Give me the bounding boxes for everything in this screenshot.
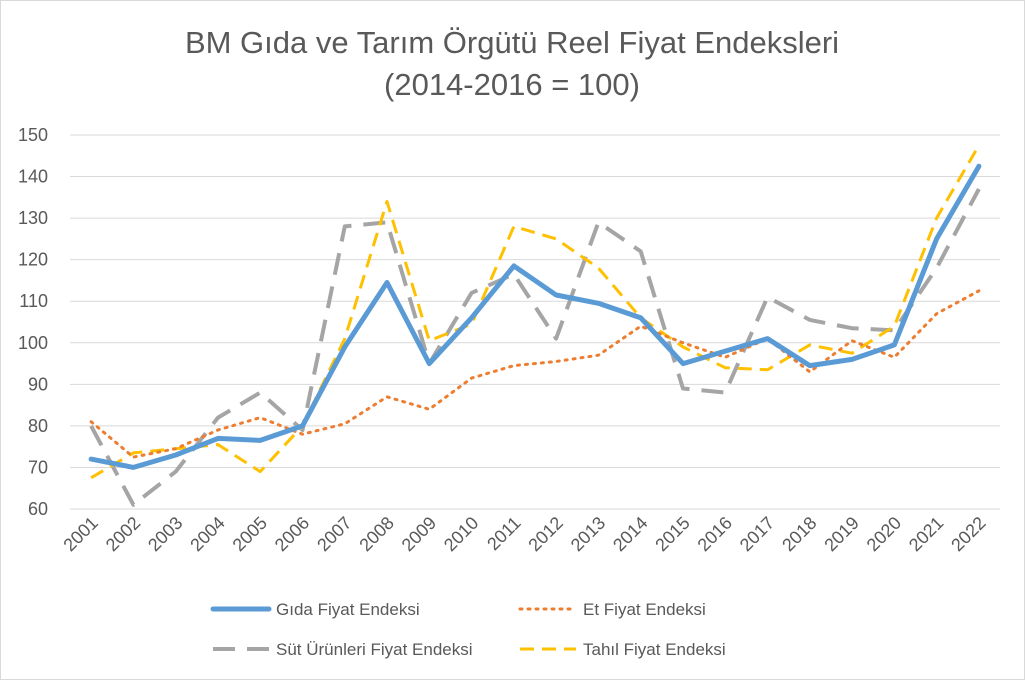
- y-tick-label: 120: [18, 250, 48, 270]
- series-line-2: [89, 188, 981, 507]
- x-tick-label: 2007: [313, 513, 355, 555]
- gridlines: [70, 134, 1000, 510]
- legend-label: Gıda Fiyat Endeksi: [276, 600, 420, 619]
- x-tick-label: 2022: [947, 513, 989, 555]
- series-line-0: [88, 163, 982, 470]
- y-tick-label: 90: [28, 374, 48, 394]
- x-tick-label: 2002: [102, 513, 144, 555]
- x-tick-label: 2005: [229, 513, 271, 555]
- x-tick-label: 2020: [863, 513, 905, 555]
- x-tick-label: 2008: [355, 513, 397, 555]
- y-tick-label: 140: [18, 167, 48, 187]
- y-tick-label: 60: [28, 499, 48, 519]
- x-tick-label: 2006: [271, 513, 313, 555]
- series-line-1: [89, 289, 981, 459]
- x-tick-label: 2010: [440, 513, 482, 555]
- legend-label: Et Fiyat Endeksi: [583, 600, 706, 619]
- y-tick-label: 80: [28, 416, 48, 436]
- chart-subtitle: (2014-2016 = 100): [384, 67, 640, 102]
- x-tick-label: 2012: [525, 513, 567, 555]
- legend-label: Süt Ürünleri Fiyat Endeksi: [276, 640, 473, 659]
- x-tick-label: 2004: [186, 513, 228, 555]
- legend: Gıda Fiyat Endeksi Et Fiyat Endeksi Süt Ür…: [210, 600, 726, 659]
- x-tick-label: 2001: [60, 513, 102, 555]
- y-tick-label: 110: [19, 291, 48, 311]
- x-tick-label: 2009: [398, 513, 440, 555]
- x-tick-label: 2019: [820, 513, 862, 555]
- y-tick-label: 70: [28, 457, 48, 477]
- x-tick-label: 2018: [778, 513, 820, 555]
- x-tick-label: 2014: [609, 513, 651, 555]
- x-tick-label: 2003: [144, 513, 186, 555]
- series-line-3: [90, 144, 981, 480]
- x-tick-label: 2015: [651, 513, 693, 555]
- y-tick-label: 100: [18, 333, 48, 353]
- x-tick-label: 2016: [694, 513, 736, 555]
- y-axis-ticks: 60 70 80 90 100 110 120 130 140 150: [18, 125, 48, 519]
- legend-label: Tahıl Fiyat Endeksi: [583, 640, 726, 659]
- x-tick-label: 2021: [905, 513, 947, 555]
- x-tick-label: 2017: [736, 513, 778, 555]
- x-tick-label: 2011: [483, 513, 525, 555]
- y-tick-label: 130: [18, 208, 48, 228]
- x-axis-ticks: 2001 2002 2003 2004 2005 2006 2007 2008 2009 2010…: [60, 513, 990, 555]
- y-tick-label: 150: [18, 125, 48, 145]
- chart-title: BM Gıda ve Tarım Örgütü Reel Fiyat Endek…: [185, 25, 839, 60]
- series-lines: [88, 144, 982, 507]
- x-tick-label: 2013: [567, 513, 609, 555]
